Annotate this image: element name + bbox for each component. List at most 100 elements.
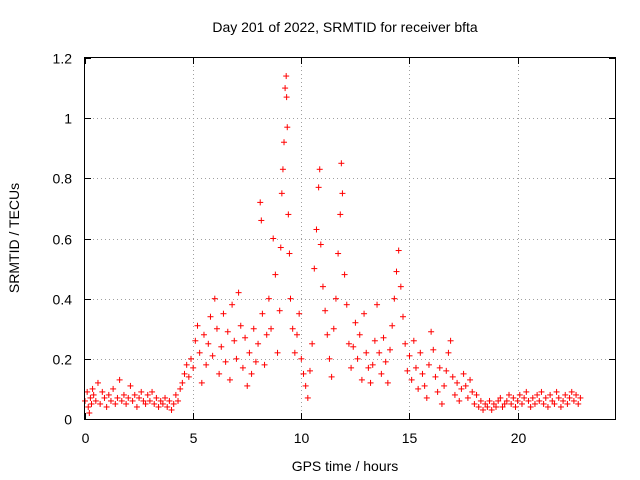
data-point <box>358 376 365 383</box>
data-point <box>352 319 359 326</box>
data-point <box>354 355 361 362</box>
data-point <box>451 391 458 398</box>
data-point <box>88 400 95 407</box>
data-point <box>508 400 515 407</box>
data-point <box>330 325 337 332</box>
data-point <box>87 394 94 401</box>
data-point <box>94 379 101 386</box>
data-point <box>534 391 541 398</box>
data-point <box>101 394 108 401</box>
data-point <box>488 406 495 413</box>
chart-title: Day 201 of 2022, SRMTID for receiver bft… <box>212 19 478 35</box>
data-point <box>284 124 291 131</box>
data-point <box>371 337 378 344</box>
data-point <box>374 301 381 308</box>
plot-frame <box>84 57 616 420</box>
data-point <box>125 394 132 401</box>
data-point <box>343 301 350 308</box>
data-point <box>400 313 406 320</box>
data-point <box>294 331 300 338</box>
data-point <box>380 334 387 341</box>
data-point <box>356 331 363 338</box>
data-point <box>120 391 127 398</box>
data-point <box>105 391 112 398</box>
data-point <box>203 361 210 368</box>
data-point <box>92 397 99 404</box>
data-point <box>283 73 290 80</box>
data-point <box>467 376 474 383</box>
data-point <box>337 211 344 218</box>
data-point <box>480 406 487 413</box>
data-point <box>157 397 164 404</box>
data-point <box>376 349 383 356</box>
data-point <box>136 394 143 401</box>
data-point <box>166 397 173 404</box>
data-point <box>258 217 265 224</box>
data-point <box>263 331 270 338</box>
data-point <box>196 349 203 356</box>
data-point <box>402 340 409 347</box>
data-point <box>460 370 467 377</box>
data-point <box>547 391 554 398</box>
data-point <box>175 397 182 404</box>
data-point <box>469 388 476 395</box>
data-point <box>339 190 346 197</box>
data-point <box>272 271 279 278</box>
data-point <box>529 394 536 401</box>
data-point <box>335 250 342 257</box>
data-point <box>229 301 236 308</box>
data-point <box>278 190 285 197</box>
data-point <box>313 226 320 233</box>
data-point <box>322 307 329 314</box>
data-point <box>207 313 214 320</box>
data-point <box>540 400 547 407</box>
data-point <box>235 289 242 296</box>
data-point <box>564 400 571 407</box>
data-point <box>514 397 521 404</box>
data-point <box>475 403 482 410</box>
data-point <box>85 403 92 410</box>
data-point <box>430 346 437 353</box>
data-point <box>131 391 138 398</box>
data-point <box>311 265 318 272</box>
data-point <box>345 340 352 347</box>
data-point <box>473 391 480 398</box>
data-point <box>447 337 454 344</box>
data-point <box>406 352 413 359</box>
data-point <box>387 346 394 353</box>
y-tick-label: 0 <box>64 412 72 428</box>
data-point <box>97 400 104 407</box>
data-point <box>89 385 96 392</box>
data-point <box>389 322 396 329</box>
y-tick-label: 0.4 <box>53 292 73 308</box>
data-point <box>237 322 244 329</box>
data-point <box>259 310 266 317</box>
data-point <box>151 400 158 407</box>
data-point <box>183 361 190 368</box>
x-tick-label: 5 <box>190 430 198 446</box>
data-point <box>239 364 246 371</box>
data-point <box>149 388 156 395</box>
data-point <box>279 166 286 173</box>
data-point <box>270 235 277 242</box>
data-point <box>432 373 439 380</box>
data-point <box>316 166 323 173</box>
data-point <box>523 388 530 395</box>
data-point <box>482 400 489 407</box>
data-point <box>521 394 528 401</box>
data-point <box>306 367 313 374</box>
data-point <box>302 382 309 389</box>
data-point <box>560 397 567 404</box>
data-point <box>408 376 415 383</box>
data-point <box>287 295 294 302</box>
data-point <box>499 403 506 410</box>
data-point <box>309 340 316 347</box>
data-point <box>194 322 201 329</box>
data-point <box>527 403 534 410</box>
data-point <box>417 349 424 356</box>
data-point <box>90 391 97 398</box>
data-point <box>159 400 166 407</box>
data-point <box>298 355 305 362</box>
data-point <box>341 271 348 278</box>
data-point <box>226 376 233 383</box>
